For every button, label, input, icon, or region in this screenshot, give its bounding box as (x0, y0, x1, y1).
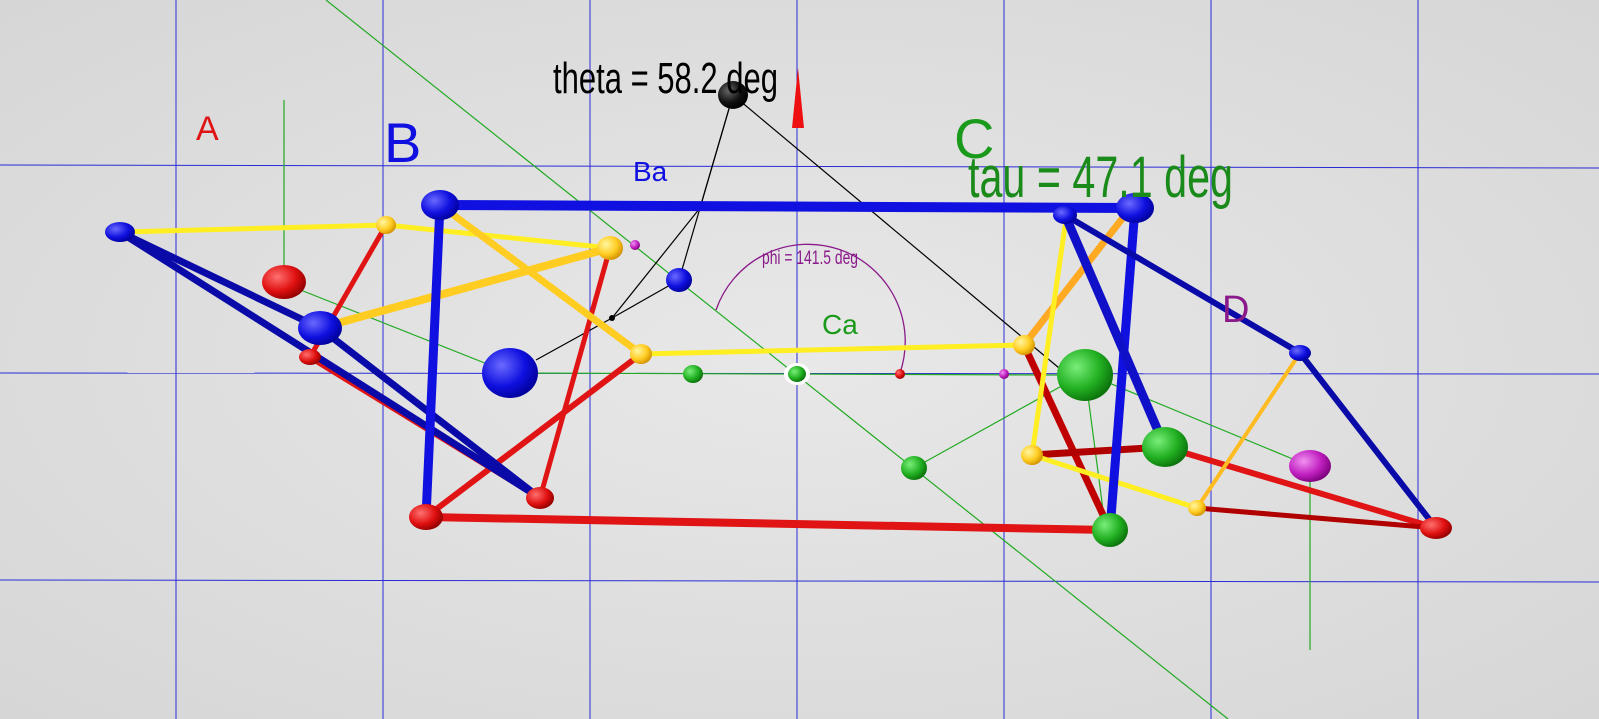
magenta-sphere[interactable] (999, 369, 1009, 379)
red-sphere[interactable] (895, 369, 905, 379)
red-sphere[interactable] (299, 349, 321, 365)
black-sphere[interactable] (718, 81, 748, 109)
blue-sphere[interactable] (1053, 206, 1077, 224)
yellow-sphere[interactable] (1013, 335, 1035, 355)
label-b: B (384, 111, 421, 174)
label-d: D (1222, 289, 1249, 331)
rod (116, 228, 324, 332)
blue-sphere[interactable] (482, 348, 538, 398)
yellow-sphere[interactable] (630, 344, 652, 364)
label-ca: Ca (822, 309, 858, 340)
yellow-rods (117, 201, 1302, 511)
rod (1297, 350, 1439, 531)
yellow-sphere[interactable] (1188, 500, 1206, 516)
rod (638, 342, 1027, 357)
blue-sphere[interactable] (1116, 193, 1154, 223)
blue-sphere[interactable] (666, 268, 692, 292)
rod (421, 200, 445, 522)
yellow-sphere[interactable] (376, 216, 396, 234)
rod (1020, 211, 1129, 349)
green-sphere[interactable] (1142, 427, 1188, 467)
blue-sphere[interactable] (421, 190, 459, 220)
rod (1060, 210, 1170, 452)
phi-arc (715, 243, 906, 374)
center-marker[interactable] (784, 363, 810, 385)
label-ba: Ba (633, 156, 668, 187)
labels: A B C D Ba Ca theta = 58.2 deg tau = 47.… (196, 54, 1249, 340)
red-sphere[interactable] (262, 265, 306, 299)
rod (1194, 505, 1439, 531)
theta-line (732, 94, 1066, 374)
theta-line (535, 94, 734, 361)
rod (1029, 223, 1068, 458)
axis-line (913, 372, 1086, 469)
label-c: C (954, 107, 994, 170)
red-arrow-icon (792, 68, 804, 128)
black-lines (535, 94, 1066, 374)
yellow-sphere[interactable] (597, 236, 623, 260)
blue-sphere[interactable] (298, 311, 342, 345)
phi-readout: phi = 141.5 deg (762, 248, 858, 269)
blue-sphere[interactable] (1289, 345, 1311, 361)
red-sphere[interactable] (1420, 517, 1452, 539)
rod (1195, 351, 1302, 510)
magenta-sphere[interactable] (1289, 450, 1331, 482)
blue-rods (116, 200, 1439, 535)
green-sphere (788, 366, 806, 382)
black-dot (609, 315, 615, 321)
rod (537, 245, 613, 501)
red-rods (307, 222, 1439, 534)
green-sphere[interactable] (901, 456, 927, 480)
green-sphere[interactable] (1092, 513, 1128, 547)
red-sphere[interactable] (526, 487, 554, 509)
grid-line (0, 579, 1599, 583)
spheres (105, 81, 1452, 547)
rod (423, 351, 644, 520)
green-sphere[interactable] (1057, 349, 1113, 401)
green-sphere[interactable] (683, 365, 703, 383)
rod (1105, 203, 1140, 535)
magenta-sphere[interactable] (630, 240, 640, 250)
rod (316, 244, 614, 332)
axis-line (287, 284, 1061, 376)
theta-line (611, 279, 680, 319)
rod (1062, 212, 1303, 356)
rod (422, 513, 1114, 534)
blue-sphere[interactable] (105, 222, 135, 242)
tau-readout: tau = 47.1 deg (968, 145, 1233, 210)
theta-readout: theta = 58.2 deg (553, 54, 778, 103)
rod (383, 222, 613, 251)
yellow-sphere[interactable] (1021, 445, 1043, 465)
diagonal-axis-line (325, 0, 1229, 719)
grid-line (0, 164, 1599, 169)
rod (117, 222, 389, 235)
rod (435, 200, 1140, 213)
rod (436, 201, 645, 358)
rod (1020, 341, 1114, 534)
red-sphere[interactable] (409, 504, 443, 530)
rod (116, 228, 544, 502)
rod (1162, 444, 1439, 531)
label-a: A (196, 110, 219, 148)
